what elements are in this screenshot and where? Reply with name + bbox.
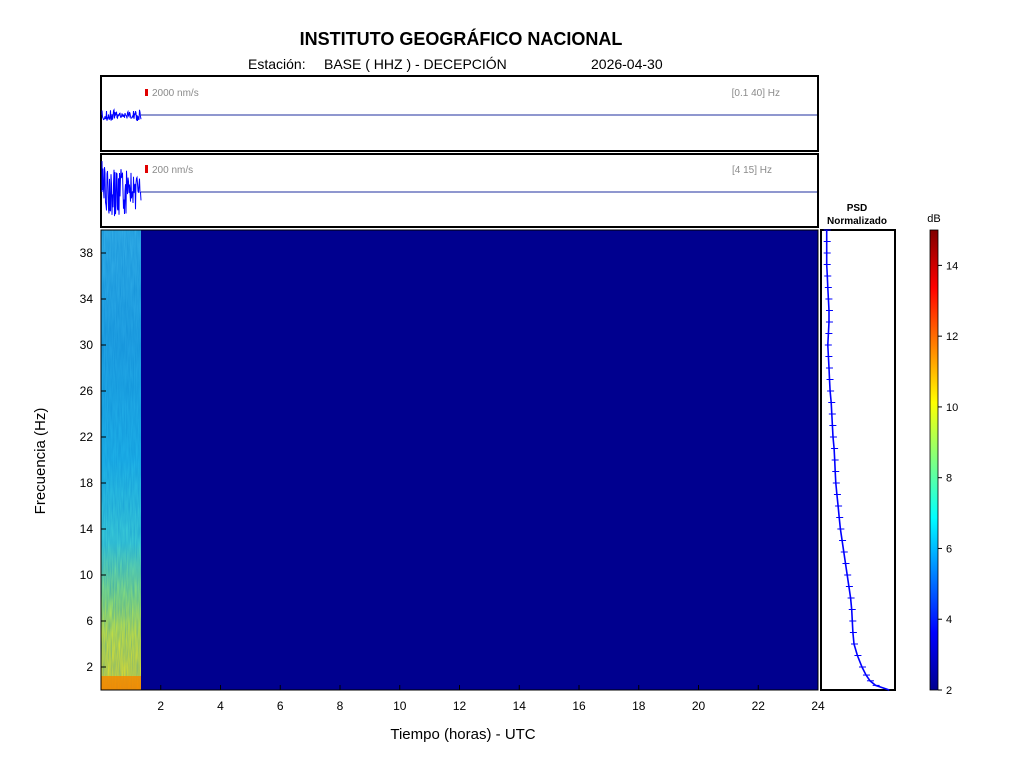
scale-bar-broadband [145,89,148,96]
colorbar-tick-label: 8 [946,473,952,485]
y-tick-label: 22 [80,430,94,444]
y-tick-label: 38 [80,246,94,260]
y-tick-label: 10 [80,568,94,582]
x-tick-label: 16 [572,699,586,713]
scale-label-broadband: 2000 nm/s [152,88,199,99]
y-tick-label: 6 [86,614,93,628]
psd-spikes [823,229,880,686]
x-axis-ticks: 2 4 6 8 10 12 14 16 18 20 22 24 [157,685,825,713]
y-axis-label: Frecuencia (Hz) [32,408,49,515]
seismogram-trace-filtered [101,161,142,217]
colorbar-tick-label: 14 [946,260,958,272]
seismogram-trace-broadband [101,108,142,121]
psd-subtitle: Normalizado [827,216,887,227]
colorbar-tick-label: 12 [946,331,958,343]
colorbar-tick-label: 6 [946,543,952,555]
colorbar-unit: dB [927,213,940,225]
x-tick-label: 4 [217,699,224,713]
spectrogram-background [101,230,818,690]
seismogram-panel-broadband: 2000 nm/s [0.1 40] Hz [100,75,819,152]
spectrogram-panel: 2 4 6 8 10 12 14 16 18 20 22 24 261014182226303438 … [32,229,825,743]
x-tick-label: 8 [337,699,344,713]
y-tick-label: 34 [80,292,94,306]
x-tick-label: 12 [453,699,467,713]
x-tick-label: 24 [811,699,825,713]
date-label: 2026-04-30 [591,56,663,72]
scale-label-filtered: 200 nm/s [152,165,193,176]
x-axis-label: Tiempo (horas) - UTC [390,726,535,743]
filter-label-broadband: [0.1 40] Hz [732,88,780,99]
y-tick-label: 18 [80,476,94,490]
filter-label-filtered: [4 15] Hz [732,165,772,176]
x-tick-label: 6 [277,699,284,713]
colorbar-ticks: 2 4 6 8 10 12 14 [938,260,958,697]
spectrogram-low-band [101,676,141,690]
x-tick-label: 20 [692,699,706,713]
scale-bar-filtered [145,165,148,173]
psd-title: PSD [847,203,868,214]
y-tick-label: 2 [86,660,93,674]
x-tick-label: 2 [157,699,164,713]
x-tick-label: 14 [513,699,527,713]
y-tick-label: 30 [80,338,94,352]
spectrogram-texture [101,230,141,690]
x-tick-label: 22 [752,699,766,713]
colorbar-tick-label: 10 [946,402,958,414]
colorbar: dB 2 4 6 8 10 12 14 [927,213,958,697]
station-label: Estación: [248,56,306,72]
station-name: BASE ( HHZ ) - DECEPCIÓN [324,56,507,72]
colorbar-tick-label: 2 [946,685,952,697]
y-tick-label: 26 [80,384,94,398]
x-tick-label: 18 [632,699,646,713]
psd-panel: PSD Normalizado [820,203,896,691]
colorbar-gradient [929,229,939,691]
y-tick-label: 14 [80,522,94,536]
x-tick-label: 10 [393,699,407,713]
colorbar-tick-label: 4 [946,614,952,626]
figure-title: INSTITUTO GEOGRÁFICO NACIONAL [300,28,623,49]
seismogram-panel-filtered: 200 nm/s [4 15] Hz [100,153,819,228]
